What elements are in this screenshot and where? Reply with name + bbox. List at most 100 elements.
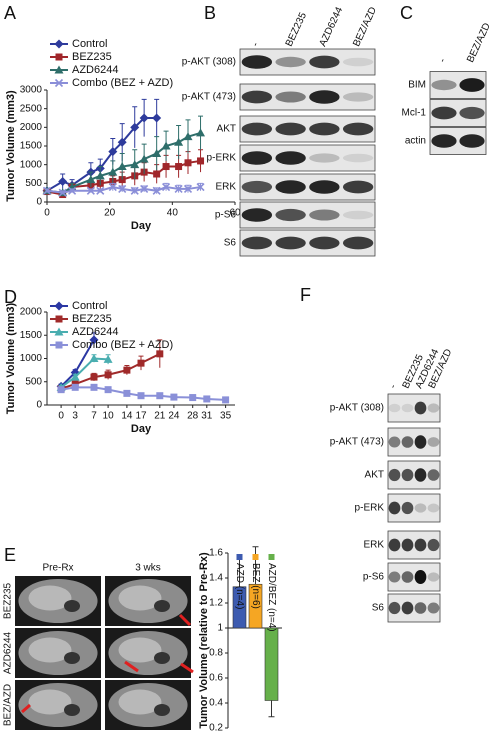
- blot-band: [342, 153, 374, 163]
- blot-band: [427, 538, 440, 552]
- marker: [152, 186, 161, 195]
- arrow: [21, 703, 31, 714]
- marker: [203, 395, 211, 403]
- mri-row-label: BEZ/AZD: [3, 684, 14, 726]
- legend-swatch: [268, 554, 275, 560]
- marker: [174, 137, 184, 146]
- blot-row-label: p-ERK: [207, 153, 237, 164]
- marker: [117, 162, 127, 171]
- marker: [156, 392, 164, 400]
- marker: [118, 184, 127, 193]
- mri-row-label: AZD6244: [3, 631, 14, 674]
- blot-band: [309, 55, 340, 69]
- x-tick-label: 40: [167, 208, 179, 219]
- blot-band: [275, 208, 306, 222]
- blot-row-label: S6: [224, 238, 237, 249]
- blot-band: [388, 538, 401, 552]
- marker: [174, 184, 183, 193]
- blot-band: [459, 78, 485, 92]
- y-tick-label: 1: [217, 623, 223, 634]
- y-tick-label: 1000: [20, 353, 43, 364]
- marker: [42, 186, 52, 195]
- blot-band: [309, 236, 340, 250]
- mri-dark: [64, 704, 80, 716]
- marker: [184, 159, 192, 167]
- blot-band: [388, 601, 401, 615]
- legend-label: AZD6244: [72, 326, 118, 338]
- blot-band: [309, 90, 340, 104]
- marker: [130, 186, 139, 195]
- y-tick-label: 0: [36, 197, 42, 208]
- y-tick-label: 1.2: [209, 598, 223, 609]
- blot-band: [309, 153, 340, 163]
- panel-label: E: [4, 545, 16, 565]
- legend-marker: [55, 315, 63, 323]
- marker: [104, 386, 112, 394]
- mri-organ: [118, 637, 162, 663]
- x-tick-label: 7: [91, 411, 97, 422]
- marker: [222, 396, 230, 404]
- blot-row-label: p-ERK: [355, 503, 385, 514]
- marker: [86, 186, 95, 195]
- blot-band: [401, 601, 414, 615]
- blot-band: [275, 151, 306, 165]
- blot-band: [427, 602, 440, 614]
- marker: [117, 137, 127, 147]
- blot-band: [241, 122, 273, 136]
- blot-band: [459, 106, 485, 120]
- blot-band: [431, 106, 457, 120]
- blot-band: [427, 469, 440, 481]
- marker: [108, 147, 118, 157]
- marker: [156, 350, 164, 358]
- marker: [183, 184, 193, 193]
- blot-column-label: -: [388, 383, 399, 391]
- mri-organ: [118, 585, 162, 611]
- mri-dark: [64, 600, 80, 612]
- blot-band: [414, 503, 427, 513]
- mri-row-label: BEZ235: [3, 582, 14, 619]
- blot-band: [342, 92, 374, 102]
- marker: [197, 157, 205, 165]
- blot-row-label: AKT: [365, 470, 384, 481]
- blot-row-label: p-AKT (473): [330, 437, 384, 448]
- x-tick-label: 31: [201, 411, 213, 422]
- blot-band: [427, 503, 440, 513]
- y-tick-label: 2500: [20, 103, 43, 114]
- marker: [123, 389, 131, 397]
- x-tick-label: 24: [168, 411, 180, 422]
- marker: [90, 383, 98, 391]
- panel-label: C: [400, 3, 413, 23]
- marker: [89, 335, 99, 345]
- y-tick-label: 1500: [20, 141, 43, 152]
- mri-column-label: 3 wks: [135, 563, 161, 574]
- blot-row-label: BIM: [408, 80, 426, 91]
- marker: [58, 176, 68, 186]
- blot-band: [309, 122, 340, 136]
- legend-label: BEZ235: [72, 313, 112, 325]
- y-axis-label: Tumor Volume (relative to Pre-Rx): [198, 552, 210, 729]
- y-tick-label: 0.4: [209, 698, 223, 709]
- legend-label: AZD (n=4): [234, 563, 245, 609]
- blot-band: [414, 538, 427, 552]
- blot-band: [275, 122, 306, 136]
- y-tick-label: 500: [25, 376, 42, 387]
- marker: [175, 163, 183, 171]
- marker: [71, 383, 79, 391]
- marker: [153, 170, 161, 178]
- blot-band: [401, 571, 414, 583]
- error-bar: [252, 546, 259, 585]
- blot-band: [309, 180, 340, 194]
- legend-label: Control: [72, 38, 107, 50]
- mri-column-label: Pre-Rx: [42, 563, 73, 574]
- x-tick-label: 10: [103, 411, 115, 422]
- legend-marker: [54, 78, 64, 88]
- blot-band: [309, 209, 340, 221]
- x-tick-label: 3: [72, 411, 78, 422]
- blot-band: [459, 134, 485, 148]
- x-axis-label: Day: [131, 220, 152, 232]
- blot-band: [401, 468, 414, 482]
- panel-label: F: [300, 285, 311, 305]
- marker: [162, 163, 170, 171]
- marker: [58, 188, 67, 197]
- blot-band: [401, 403, 414, 413]
